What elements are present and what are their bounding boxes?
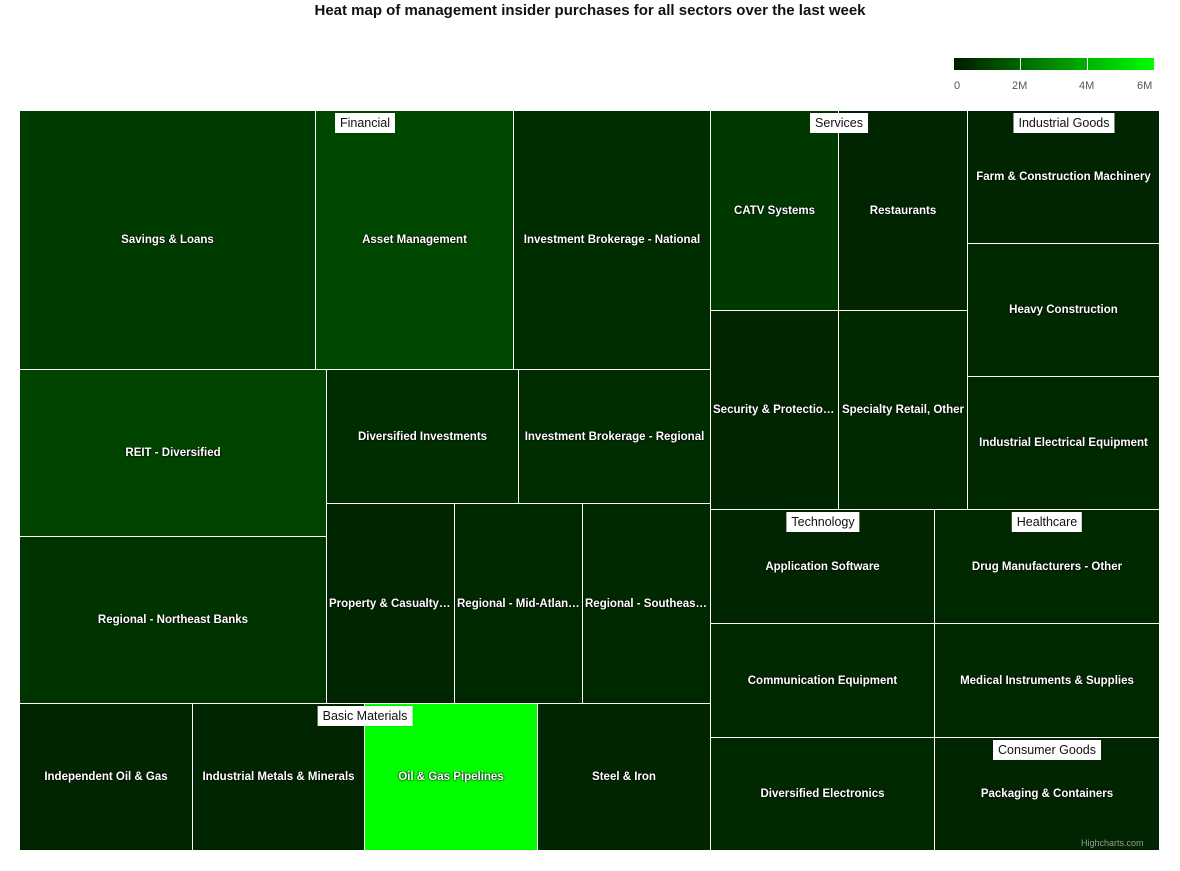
treemap-cell[interactable]: Steel & Iron: [538, 704, 711, 851]
cell-label: Industrial Metals & Minerals: [202, 771, 355, 783]
treemap-cell[interactable]: Property & Casualty Insurance: [327, 504, 455, 704]
cell-label: Security & Protection Services: [713, 404, 838, 416]
treemap-cell[interactable]: Savings & Loans: [20, 111, 316, 370]
cell-label: Regional - Southeast Banks: [585, 597, 710, 610]
cell-label: Communication Equipment: [747, 674, 898, 687]
treemap-cell[interactable]: Independent Oil & Gas: [20, 704, 193, 851]
legend-tick-label: 4M: [1079, 80, 1095, 92]
sector-label-services: Services: [810, 113, 868, 133]
legend-tick-label: 6M: [1137, 80, 1153, 92]
cell-label: Asset Management: [362, 234, 467, 246]
credits-link[interactable]: Highcharts.com: [1081, 838, 1144, 848]
cell-label: Medical Instruments & Supplies: [960, 674, 1134, 687]
cell-label: Investment Brokerage - Regional: [524, 430, 705, 443]
cell-label: CATV Systems: [734, 204, 815, 217]
cell-label: Diversified Electronics: [760, 788, 885, 800]
cell-label: Regional - Northeast Banks: [97, 614, 249, 626]
treemap-cell[interactable]: Specialty Retail, Other: [839, 311, 968, 510]
treemap-cell[interactable]: Medical Instruments & Supplies: [935, 624, 1160, 738]
cell-label: Drug Manufacturers - Other: [971, 560, 1123, 573]
sector-label-financial: Financial: [334, 113, 396, 133]
treemap-cell[interactable]: Diversified Electronics: [711, 738, 935, 851]
cell-label: Heavy Construction: [1009, 304, 1118, 316]
cell-label: Diversified Investments: [357, 430, 488, 443]
treemap-cell[interactable]: Security & Protection Services: [711, 311, 839, 510]
cell-label: Industrial Electrical Equipment: [979, 437, 1148, 449]
treemap-cell[interactable]: Regional - Southeast Banks: [583, 504, 711, 704]
cell-label: Farm & Construction Machinery: [976, 171, 1151, 183]
cell-label: Application Software: [765, 560, 880, 573]
cell-label: Regional - Mid-Atlantic Banks: [457, 597, 582, 610]
legend-tick-label: 2M: [1012, 80, 1028, 92]
treemap-cell[interactable]: Regional - Northeast Banks: [20, 537, 327, 704]
treemap-cell[interactable]: Oil & Gas Pipelines: [365, 704, 538, 851]
cell-label: Independent Oil & Gas: [44, 771, 168, 783]
treemap-cell[interactable]: Diversified Investments: [327, 370, 519, 504]
treemap-plot-area: Savings & Loans Asset Management Investm…: [20, 111, 1160, 851]
cell-label: Investment Brokerage - National: [523, 234, 701, 246]
cell-label: Property & Casualty Insurance: [329, 597, 454, 610]
treemap-cell[interactable]: Asset Management: [316, 111, 514, 370]
legend-tick-mark: [1087, 58, 1088, 70]
treemap-cell[interactable]: Heavy Construction: [968, 244, 1160, 377]
treemap-cell[interactable]: Investment Brokerage - Regional: [519, 370, 711, 504]
sector-label-basic-materials: Basic Materials: [317, 706, 413, 726]
cell-label: Specialty Retail, Other: [841, 404, 965, 416]
treemap-cell[interactable]: Regional - Mid-Atlantic Banks: [455, 504, 583, 704]
treemap-cell[interactable]: Farm & Construction Machinery: [968, 111, 1160, 244]
legend-gradient-bar: [954, 58, 1154, 70]
cell-label: Steel & Iron: [592, 771, 656, 783]
sector-label-industrial-goods: Industrial Goods: [1013, 113, 1115, 133]
cell-label: REIT - Diversified: [125, 447, 221, 459]
treemap-cell[interactable]: Investment Brokerage - National: [514, 111, 711, 370]
treemap-cell[interactable]: Industrial Electrical Equipment: [968, 377, 1160, 510]
sector-label-consumer-goods: Consumer Goods: [993, 740, 1101, 760]
cell-label: Oil & Gas Pipelines: [398, 771, 504, 783]
treemap-cell[interactable]: CATV Systems: [711, 111, 839, 311]
legend-tick-mark: [1020, 58, 1021, 70]
legend-tick-label: 0: [954, 80, 961, 92]
treemap-cell[interactable]: Industrial Metals & Minerals: [193, 704, 365, 851]
sector-label-healthcare: Healthcare: [1011, 512, 1083, 532]
color-legend: 0 2M 4M 6M: [954, 58, 1154, 98]
cell-label: Restaurants: [869, 204, 937, 217]
chart-title: Heat map of management insider purchases…: [314, 2, 866, 19]
treemap-cell[interactable]: REIT - Diversified: [20, 370, 327, 537]
sector-label-technology: Technology: [786, 512, 860, 532]
cell-label: Savings & Loans: [121, 234, 214, 246]
treemap-cell[interactable]: Communication Equipment: [711, 624, 935, 738]
treemap-cell[interactable]: Restaurants: [839, 111, 968, 311]
cell-label: Packaging & Containers: [980, 788, 1114, 800]
